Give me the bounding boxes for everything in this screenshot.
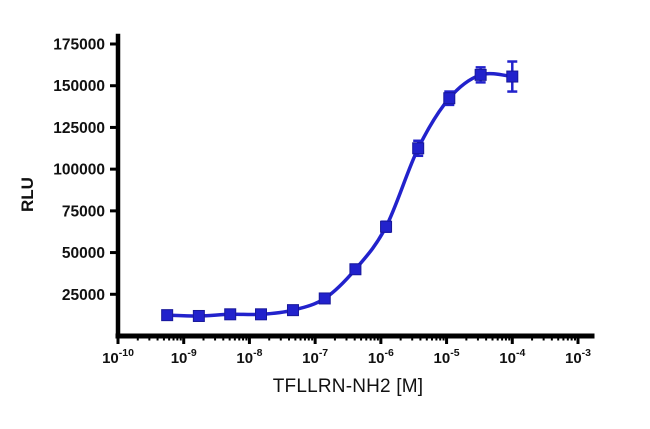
svg-text:100000: 100000: [53, 162, 105, 179]
y-axis-title: RLU: [18, 177, 37, 212]
svg-text:175000: 175000: [53, 37, 105, 54]
svg-text:10-9: 10-9: [171, 347, 197, 367]
svg-text:50000: 50000: [62, 245, 105, 262]
svg-text:75000: 75000: [62, 203, 105, 220]
svg-text:10-10: 10-10: [102, 347, 134, 367]
svg-text:125000: 125000: [53, 120, 105, 137]
svg-text:10-3: 10-3: [565, 347, 591, 367]
svg-text:10-7: 10-7: [302, 347, 328, 367]
svg-text:10-8: 10-8: [236, 347, 262, 367]
svg-text:150000: 150000: [53, 78, 105, 95]
x-axis-title: TFLLRN-NH2 [M]: [272, 376, 424, 397]
svg-text:10-5: 10-5: [434, 347, 460, 367]
svg-text:10-6: 10-6: [368, 347, 394, 367]
svg-text:25000: 25000: [62, 287, 105, 304]
svg-text:10-4: 10-4: [499, 347, 525, 367]
